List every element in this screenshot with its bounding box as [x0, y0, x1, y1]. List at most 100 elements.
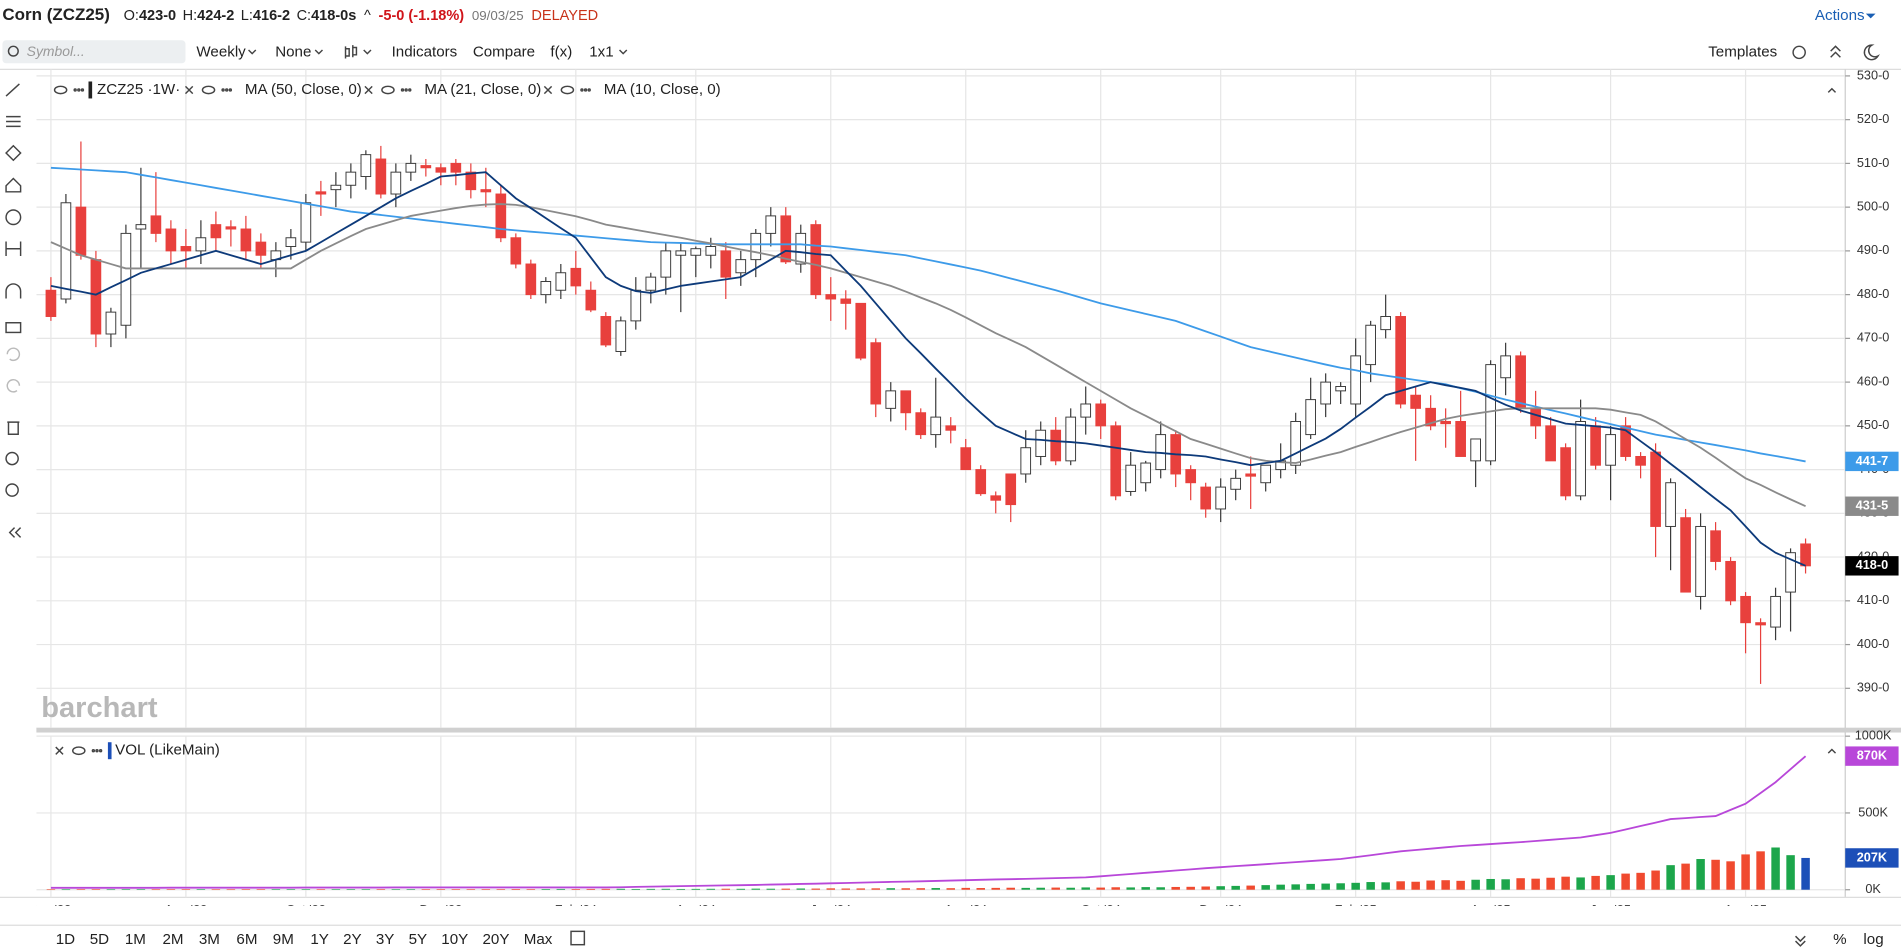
volume-bar [406, 889, 416, 890]
templates-button[interactable]: Templates [1708, 43, 1777, 60]
candle-body [1020, 447, 1032, 475]
volume-bar [301, 889, 311, 890]
candle-body [990, 495, 1002, 501]
tool-collapse[interactable] [8, 527, 22, 538]
candle-body [975, 469, 987, 495]
x-tick-label: Apr '24 [676, 902, 716, 917]
function-button[interactable]: f(x) [550, 43, 572, 60]
range-button[interactable]: 3Y [376, 931, 395, 948]
indicators-button[interactable]: Indicators [392, 43, 458, 60]
calendar-icon[interactable] [570, 930, 586, 946]
candle-body [300, 202, 312, 243]
volume-bar [271, 889, 281, 890]
volume-bar [1786, 855, 1795, 890]
volume-bar [1126, 887, 1135, 890]
volume-bar [1561, 876, 1570, 890]
candle-body [1425, 407, 1436, 427]
tool-label[interactable] [5, 209, 22, 226]
range-button[interactable]: 3M [199, 931, 220, 948]
tool-line[interactable] [5, 83, 20, 97]
tool-fib[interactable] [6, 115, 21, 128]
volume-bar [1186, 886, 1195, 890]
candle-body [1665, 482, 1676, 527]
x-tick-label: Feb '24 [555, 902, 597, 917]
range-button[interactable]: 5D [90, 931, 109, 948]
candle-body [345, 171, 357, 186]
volume-bar [646, 888, 656, 890]
compare-menu[interactable]: None [275, 43, 311, 60]
volume-bar [556, 888, 566, 890]
volume-bar [1336, 883, 1345, 890]
tool-lock[interactable] [5, 322, 22, 334]
volume-bar [616, 888, 626, 890]
symbol-input[interactable] [2, 40, 186, 64]
quote-label: H: [183, 8, 198, 24]
tool-delete[interactable] [7, 421, 20, 436]
range-button[interactable]: 2Y [343, 931, 362, 948]
candle-body [1515, 355, 1526, 409]
volume-bar [151, 889, 161, 891]
volume-bar [1576, 877, 1585, 890]
y-tick-label: 500K [1858, 804, 1888, 819]
settings-icon[interactable] [1792, 45, 1806, 60]
tool-arrow[interactable] [5, 177, 22, 193]
tool-measure[interactable] [5, 241, 22, 257]
volume-bar [1456, 880, 1465, 890]
volume-bar [1006, 887, 1015, 890]
interval-menu[interactable]: Weekly [196, 43, 246, 60]
candle-body [1260, 464, 1272, 484]
tool-zoom-in[interactable] [5, 451, 19, 466]
range-button[interactable]: 9M [273, 931, 294, 948]
volume-bar [1276, 884, 1285, 890]
tool-zoom-out[interactable] [5, 483, 19, 497]
candle-body [1740, 595, 1751, 624]
candle-body [135, 224, 147, 230]
layout-menu[interactable]: 1x1 [589, 43, 613, 60]
volume-bar [1741, 854, 1750, 890]
scroll-icon[interactable] [1795, 935, 1806, 947]
compare-button[interactable]: Compare [473, 43, 535, 60]
theme-icon[interactable] [1863, 44, 1880, 61]
range-button[interactable]: 1Y [310, 931, 329, 948]
range-button[interactable]: 6M [236, 931, 257, 948]
candle-body [255, 241, 267, 256]
quote-arrow: ^ [364, 8, 371, 24]
x-tick-label: Dec '24 [1199, 902, 1242, 917]
tool-shape[interactable] [5, 144, 22, 162]
range-button[interactable]: 5Y [409, 931, 428, 948]
range-button[interactable]: 1M [125, 931, 146, 948]
range-button[interactable]: 20Y [483, 931, 510, 948]
candle-body [45, 289, 57, 317]
percent-toggle[interactable]: % [1833, 931, 1846, 948]
chart-type-icon[interactable] [344, 45, 358, 59]
range-button[interactable]: 1D [56, 931, 75, 948]
candle-body [1350, 355, 1361, 405]
x-tick-label: Dec '23 [419, 902, 462, 917]
volume-bar [706, 888, 716, 890]
log-toggle[interactable]: log [1863, 931, 1883, 948]
volume-bar [1801, 857, 1810, 890]
candle-body [735, 259, 747, 274]
range-button[interactable]: 10Y [441, 931, 468, 948]
chevron [314, 49, 324, 55]
volume-bar [1621, 873, 1630, 890]
range-button[interactable]: Max [524, 931, 553, 948]
quote-label: O: [124, 8, 139, 24]
tool-undo[interactable] [6, 347, 21, 362]
tool-redo[interactable] [6, 379, 21, 393]
value-badge [1845, 556, 1899, 576]
volume-bar [1111, 887, 1120, 890]
actions-menu[interactable]: Actions [1815, 7, 1865, 24]
candle-body [495, 193, 507, 239]
volume-bar [1321, 883, 1330, 890]
tool-magnet[interactable] [5, 283, 22, 299]
range-button[interactable]: 2M [162, 931, 183, 948]
volume-bar [1546, 877, 1555, 890]
candle-body [810, 224, 822, 296]
candle-body [1545, 425, 1556, 462]
value-badge-label: 870K [1857, 747, 1888, 762]
chevron [619, 49, 628, 55]
candle-body [405, 162, 417, 173]
collapse-icon[interactable] [1830, 45, 1841, 58]
watermark: barchart [41, 692, 158, 724]
